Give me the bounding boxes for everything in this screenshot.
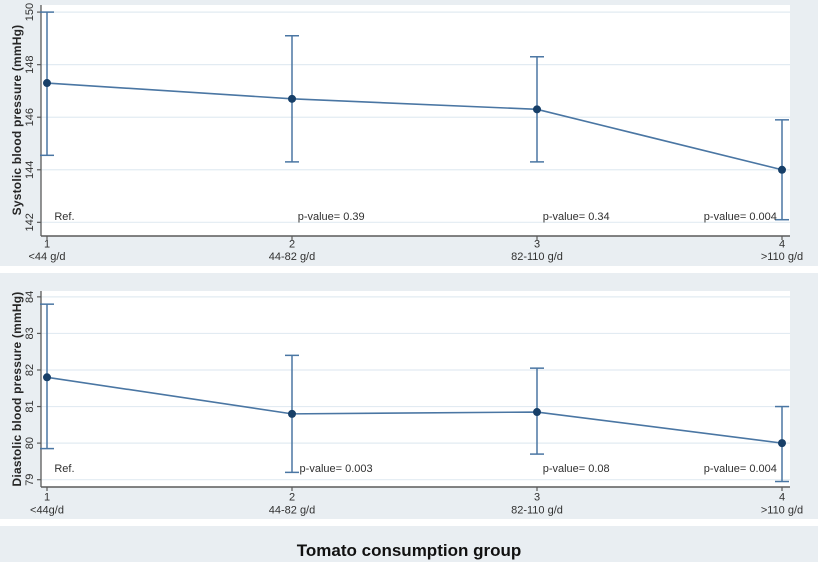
x-tick-sublabel: 44-82 g/d — [269, 505, 315, 517]
x-tick-sublabel: 82-110 g/d — [511, 505, 563, 517]
x-tick-label: 4 — [779, 492, 785, 504]
data-point — [778, 439, 786, 448]
data-point — [533, 105, 541, 114]
x-tick-label: 3 — [534, 492, 540, 504]
diastolic-y-axis-title: Diastolic blood pressure (mmHg) — [10, 291, 24, 487]
y-tick-label: 144 — [24, 161, 36, 179]
x-tick-sublabel: 44-82 g/d — [269, 251, 315, 263]
y-tick-label: 150 — [24, 3, 36, 21]
panel-seam — [0, 266, 818, 273]
trend-line — [46, 82, 783, 171]
x-axis-title: Tomato consumption group — [296, 541, 522, 560]
x-tick-label: 2 — [289, 239, 295, 251]
x-tick-label: 4 — [779, 239, 785, 251]
x-tick-sublabel: <44 g/d — [28, 251, 65, 263]
systolic-y-axis-title: Systolic blood pressure (mmHg) — [10, 24, 24, 216]
x-tick-label: 1 — [44, 492, 50, 504]
y-tick-label: 81 — [24, 400, 36, 412]
annotation: p-value= 0.08 — [543, 463, 610, 475]
trend-line — [46, 376, 783, 444]
data-point — [533, 408, 541, 417]
data-point — [778, 165, 786, 174]
bottom-margin — [0, 562, 818, 573]
y-tick-label: 80 — [24, 437, 36, 449]
data-point — [288, 94, 296, 103]
x-tick-sublabel: 82-110 g/d — [511, 251, 563, 263]
plot-area — [41, 291, 790, 487]
annotation: p-value= 0.39 — [298, 211, 365, 223]
annotation: p-value= 0.004 — [704, 463, 777, 475]
annotation: p-value= 0.003 — [300, 463, 373, 475]
annotation: p-value= 0.34 — [543, 211, 610, 223]
y-tick-label: 146 — [24, 108, 36, 126]
y-tick-label: 82 — [24, 364, 36, 376]
x-tick-label: 3 — [534, 239, 540, 251]
plot-area — [41, 5, 790, 236]
y-tick-label: 83 — [24, 327, 36, 339]
x-tick-label: 1 — [44, 239, 50, 251]
x-tick-sublabel: <44g/d — [30, 505, 64, 517]
panel-seam — [0, 519, 818, 526]
x-tick-label: 2 — [289, 492, 295, 504]
x-tick-sublabel: >110 g/d — [761, 251, 803, 263]
y-tick-label: 148 — [24, 55, 36, 73]
data-point — [43, 79, 51, 88]
data-point — [288, 409, 296, 418]
annotation: Ref. — [54, 463, 74, 475]
x-tick-sublabel: >110 g/d — [761, 505, 803, 517]
y-tick-label: 142 — [24, 213, 36, 231]
y-tick-label: 84 — [24, 291, 36, 303]
annotation: Ref. — [54, 211, 74, 223]
data-point — [43, 373, 51, 382]
y-tick-label: 79 — [24, 474, 36, 486]
annotation: p-value= 0.004 — [704, 211, 777, 223]
